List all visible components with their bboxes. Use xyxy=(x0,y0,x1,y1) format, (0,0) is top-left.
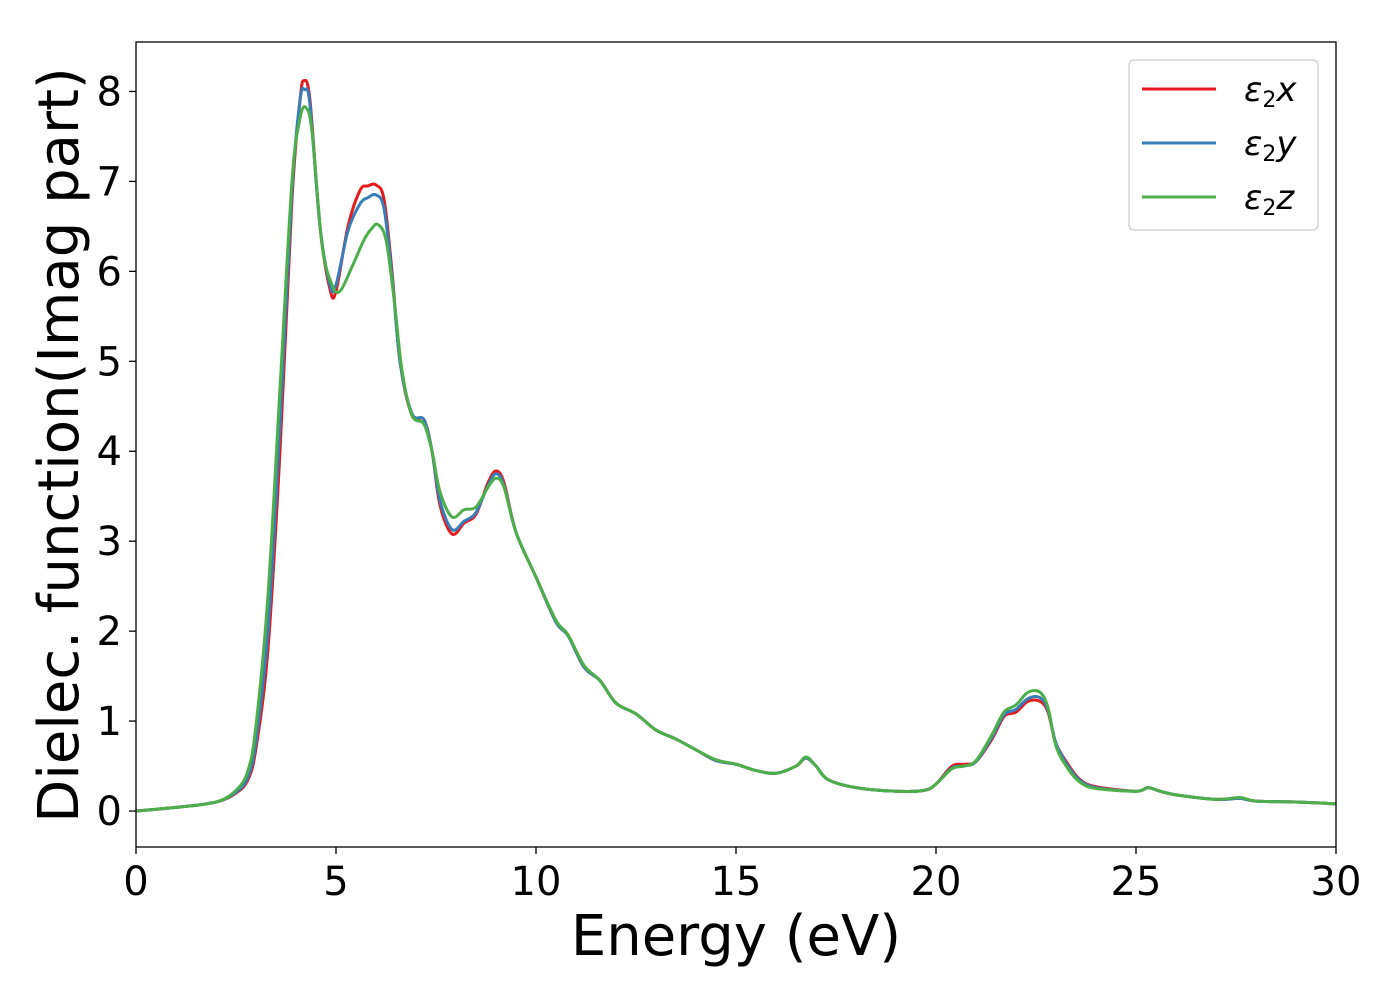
x-axis-ticks: 0 5 10 15 20 25 30 xyxy=(123,847,1361,905)
x-tick-label: 30 xyxy=(1311,859,1362,905)
x-tick-label: 0 xyxy=(123,859,148,905)
y-axis-label: Dielec. function(Imag part) xyxy=(27,67,92,823)
legend-label-y: ε2y xyxy=(1244,124,1297,167)
legend: ε2x ε2y ε2z xyxy=(1128,59,1319,231)
x-axis-label: Energy (eV) xyxy=(571,904,901,969)
y-tick-label: 2 xyxy=(97,609,122,655)
series-line-z xyxy=(136,105,1336,813)
y-tick-label: 0 xyxy=(97,789,122,835)
y-tick-label: 7 xyxy=(97,159,122,205)
x-tick-label: 5 xyxy=(323,859,348,905)
y-tick-label: 6 xyxy=(97,249,122,295)
x-tick-label: 15 xyxy=(711,859,762,905)
x-tick-label: 25 xyxy=(1111,859,1162,905)
y-tick-label: 8 xyxy=(97,69,122,115)
y-tick-label: 1 xyxy=(97,699,122,745)
y-tick-label: 3 xyxy=(97,519,122,565)
x-tick-label: 20 xyxy=(911,859,962,905)
y-tick-label: 5 xyxy=(97,339,122,385)
legend-box xyxy=(1128,59,1319,231)
series-layer xyxy=(136,78,1336,813)
legend-label-x: ε2x xyxy=(1244,70,1297,113)
legend-label-z: ε2z xyxy=(1244,178,1295,221)
y-axis-ticks: 0 1 2 3 4 5 6 7 8 xyxy=(97,69,136,835)
x-tick-label: 10 xyxy=(511,859,562,905)
y-tick-label: 4 xyxy=(97,429,122,475)
